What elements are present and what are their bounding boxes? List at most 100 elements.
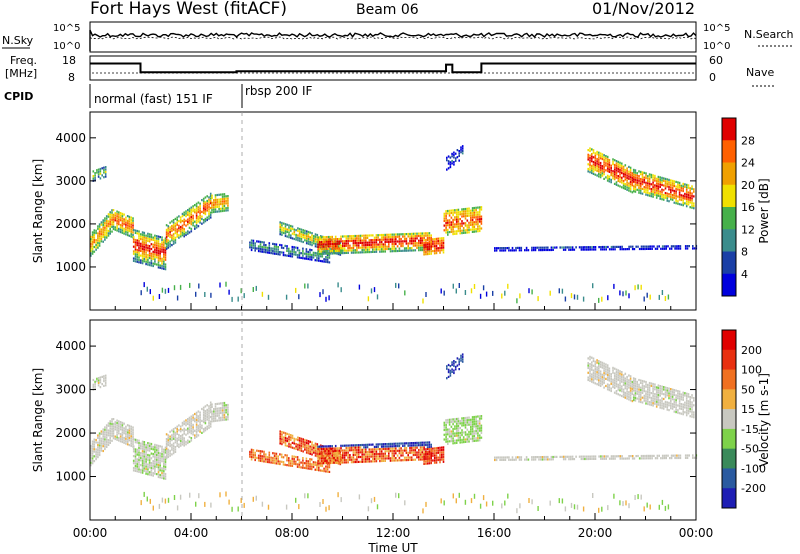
data-cell: [176, 428, 178, 431]
data-cell: [471, 437, 474, 440]
data-cell: [141, 466, 144, 470]
data-cell: [357, 460, 360, 463]
data-cell: [145, 470, 147, 473]
data-cell: [134, 469, 137, 472]
data-cell: [157, 240, 160, 243]
data-cell: [651, 247, 653, 250]
data-cell: [677, 456, 680, 460]
data-cell: [388, 445, 390, 448]
data-cell: [295, 251, 297, 254]
data-cell: [639, 185, 642, 188]
data-cell: [178, 236, 180, 239]
data-cell: [223, 209, 226, 212]
data-cell: [174, 241, 177, 244]
data-cell: [93, 443, 96, 446]
data-cell: [227, 418, 229, 421]
data-cell: [324, 250, 326, 253]
data-cell: [152, 464, 154, 468]
data-cell: [428, 252, 431, 255]
data-cell: [109, 220, 111, 223]
data-cell: [161, 448, 163, 451]
data-cell: [678, 184, 681, 187]
data-cell: [141, 252, 144, 255]
data-cell: [606, 165, 609, 168]
data-cell: [293, 248, 295, 251]
data-cell: [141, 471, 144, 474]
data-cell: [336, 249, 339, 252]
power-y-axis-label: Slant Range [km]: [31, 159, 45, 263]
data-cell: [157, 447, 160, 450]
data-cell: [209, 403, 212, 407]
data-cell: [391, 457, 394, 460]
data-cell: [647, 194, 649, 197]
data-cell: [343, 451, 346, 454]
data-cell: [199, 421, 201, 424]
data-cell: [178, 424, 180, 427]
data-cell: [326, 250, 328, 253]
data-cell: [136, 451, 139, 454]
data-cell: [457, 422, 460, 425]
data-cell: [423, 243, 425, 247]
data-cell: [426, 457, 429, 460]
data-cell: [455, 439, 458, 442]
data-cell: [114, 437, 117, 441]
data-cell: [473, 420, 476, 423]
data-cell: [213, 201, 215, 204]
data-cell: [342, 240, 344, 243]
data-cell: [580, 248, 583, 251]
data-cell: [176, 442, 178, 445]
data-cell: [152, 236, 154, 239]
data-cell: [105, 438, 108, 441]
data-cell: [605, 363, 607, 366]
data-cell: [275, 459, 278, 463]
data-cell: [148, 442, 151, 445]
data-cell: [298, 294, 300, 300]
data-cell: [664, 182, 667, 185]
data-cell: [99, 170, 102, 173]
data-cell: [199, 430, 201, 433]
data-cell: [342, 444, 344, 447]
data-cell: [130, 221, 132, 224]
data-cell: [442, 239, 445, 242]
data-cell: [659, 190, 661, 193]
data-cell: [138, 230, 140, 233]
data-cell: [211, 410, 213, 413]
data-cell: [250, 455, 253, 459]
data-cell: [92, 386, 95, 389]
data-cell: [325, 248, 327, 251]
data-cell: [95, 241, 97, 244]
data-cell: [314, 461, 317, 464]
data-cell: [388, 452, 390, 455]
data-cell: [141, 440, 144, 443]
data-cell: [140, 442, 142, 445]
data-cell: [104, 217, 106, 220]
data-cell: [286, 437, 288, 440]
data-cell: [692, 456, 694, 459]
data-cell: [164, 475, 167, 478]
data-cell: [412, 239, 415, 242]
data-cell: [109, 216, 111, 219]
data-cell: [576, 294, 579, 300]
data-cell: [208, 421, 210, 425]
data-cell: [152, 262, 154, 265]
data-cell: [136, 448, 139, 451]
data-cell: [448, 440, 451, 443]
data-cell: [430, 243, 432, 246]
data-cell: [208, 419, 210, 422]
data-cell: [174, 229, 177, 232]
data-cell: [254, 456, 256, 459]
data-cell: [647, 247, 650, 250]
data-cell: [451, 363, 453, 366]
data-cell: [587, 376, 589, 379]
data-cell: [298, 441, 301, 445]
data-cell: [372, 248, 374, 251]
data-cell: [661, 183, 663, 187]
data-cell: [445, 212, 447, 215]
data-cell: [458, 358, 460, 361]
data-cell: [119, 435, 122, 438]
data-cell: [361, 451, 363, 454]
data-cell: [639, 189, 642, 192]
data-cell: [540, 458, 542, 461]
data-cell: [446, 156, 448, 159]
data-cell: [121, 436, 124, 439]
